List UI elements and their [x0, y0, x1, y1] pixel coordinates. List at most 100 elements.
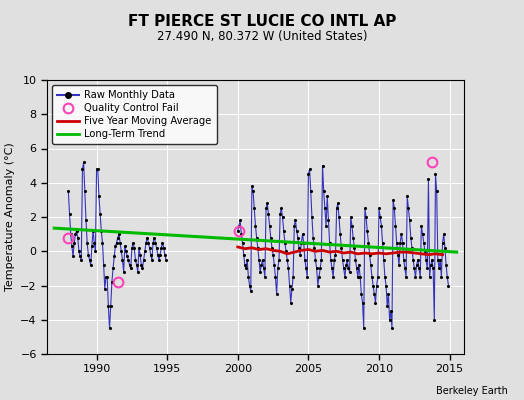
Point — [68, 243, 76, 249]
Point — [81, 188, 89, 194]
Point — [324, 217, 333, 224]
Point — [431, 171, 440, 177]
Text: FT PIERCE ST LUCIE CO INTL AP: FT PIERCE ST LUCIE CO INTL AP — [128, 14, 396, 29]
Point — [416, 274, 424, 280]
Point — [114, 234, 122, 241]
Point — [404, 205, 412, 212]
Point — [157, 245, 166, 251]
Point — [131, 257, 139, 263]
Point — [64, 188, 72, 194]
Point — [359, 325, 368, 332]
Point — [105, 325, 114, 332]
Point — [422, 257, 430, 263]
Point — [382, 282, 390, 289]
Point — [149, 240, 157, 246]
Point — [317, 257, 325, 263]
Point — [116, 240, 124, 246]
Point — [248, 183, 256, 189]
Point — [278, 214, 287, 220]
Point — [349, 234, 357, 241]
Point — [260, 274, 269, 280]
Point — [89, 228, 97, 234]
Point — [388, 325, 396, 332]
Point — [289, 274, 297, 280]
Point — [115, 231, 123, 237]
Point — [334, 200, 342, 206]
Point — [362, 214, 370, 220]
Point — [435, 265, 443, 272]
Point — [339, 257, 347, 263]
Point — [241, 262, 249, 268]
Point — [307, 188, 315, 194]
Point — [406, 217, 414, 224]
Point — [432, 188, 441, 194]
Point — [386, 316, 394, 323]
Point — [121, 243, 129, 249]
Point — [377, 222, 386, 229]
Point — [151, 240, 160, 246]
Point — [425, 274, 434, 280]
Point — [288, 286, 296, 292]
Point — [155, 257, 163, 263]
Point — [83, 240, 91, 246]
Point — [384, 291, 392, 297]
Point — [80, 159, 88, 166]
Point — [134, 269, 142, 275]
Point — [249, 188, 257, 194]
Point — [272, 291, 281, 297]
Point — [71, 231, 80, 237]
Point — [96, 210, 104, 217]
Point — [331, 252, 340, 258]
Point — [145, 245, 154, 251]
Point — [135, 245, 143, 251]
Point — [264, 210, 272, 217]
Point — [346, 214, 355, 220]
Point — [100, 262, 108, 268]
Point — [253, 234, 261, 241]
Point — [310, 245, 319, 251]
Point — [85, 257, 94, 263]
Point — [424, 176, 433, 182]
Point — [319, 162, 327, 169]
Point — [376, 214, 385, 220]
Point — [357, 291, 366, 297]
Point — [434, 257, 442, 263]
Point — [269, 252, 277, 258]
Point — [361, 205, 369, 212]
Point — [256, 269, 264, 275]
Point — [159, 245, 168, 251]
Point — [413, 257, 422, 263]
Point — [66, 210, 74, 217]
Point — [236, 217, 244, 224]
Point — [144, 240, 152, 246]
Point — [147, 252, 155, 258]
Point — [340, 265, 348, 272]
Point — [119, 269, 128, 275]
Point — [161, 252, 169, 258]
Point — [92, 166, 101, 172]
Point — [142, 240, 150, 246]
Point — [279, 228, 288, 234]
Point — [78, 166, 86, 172]
Point — [311, 257, 320, 263]
Point — [156, 252, 165, 258]
Point — [367, 262, 375, 268]
Point — [374, 274, 382, 280]
Point — [242, 265, 250, 272]
Point — [320, 188, 328, 194]
Point — [287, 300, 295, 306]
Point — [86, 262, 95, 268]
Point — [72, 228, 81, 234]
Point — [154, 252, 162, 258]
Point — [441, 245, 449, 251]
Point — [295, 245, 303, 251]
Point — [409, 257, 417, 263]
Point — [403, 193, 411, 200]
Point — [302, 265, 310, 272]
Point — [439, 240, 447, 246]
Point — [297, 240, 305, 246]
Point — [244, 274, 253, 280]
Point — [315, 274, 323, 280]
Point — [111, 243, 119, 249]
Point — [316, 265, 324, 272]
